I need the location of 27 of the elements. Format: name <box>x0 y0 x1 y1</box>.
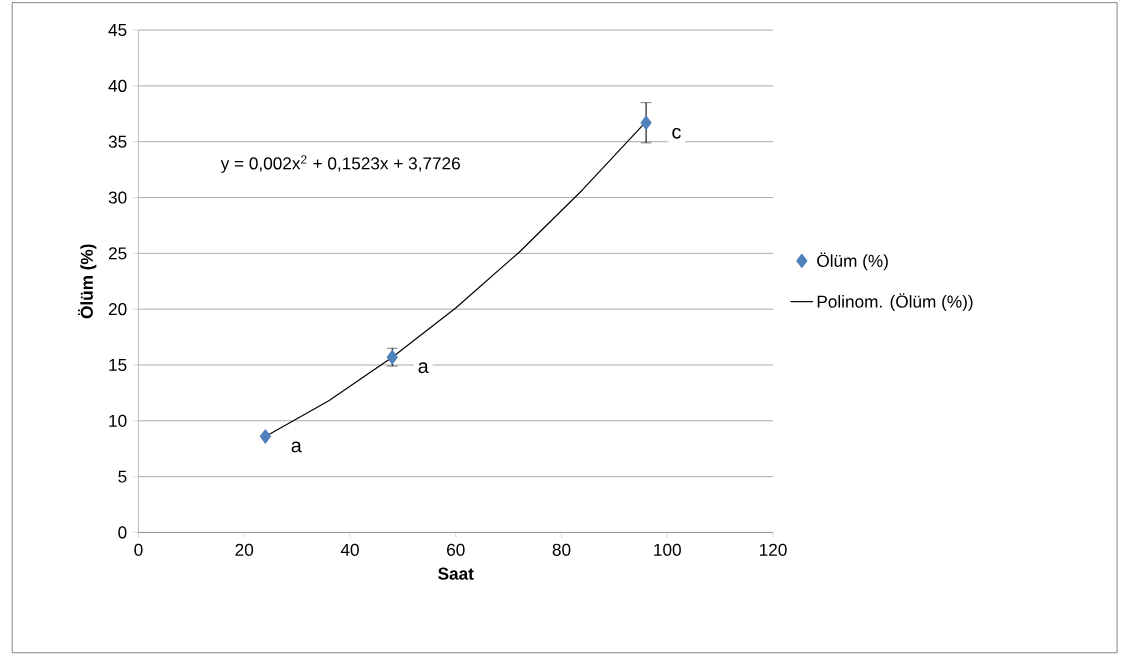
annotation: a <box>418 362 429 373</box>
x-axis-title: Saat <box>438 567 474 580</box>
x-tick-label: 120 <box>759 543 787 556</box>
annotation: y = 0,002x$^{2}$ + 0,1523x + 3,7726 <box>220 154 460 173</box>
x-tick-label: 80 <box>552 543 571 556</box>
y-tick-label: 5 <box>118 470 127 483</box>
y-tick-label: 35 <box>108 135 127 148</box>
point <box>259 429 271 444</box>
annotation: c <box>672 127 681 139</box>
y-tick-label: 40 <box>108 79 127 92</box>
y-tick-label: 20 <box>108 302 127 316</box>
x-tick-label: 100 <box>654 543 681 556</box>
y-tick-label: 10 <box>109 414 127 427</box>
point <box>640 115 652 130</box>
legend-label: Ölüm (%) <box>817 252 888 271</box>
y-tick-label: 30 <box>108 191 127 204</box>
y-tick-label: 25 <box>108 247 127 260</box>
y-tick-label: 0 <box>118 526 127 539</box>
x-tick-label: 0 <box>134 543 143 556</box>
x-tick-label: 40 <box>340 543 359 556</box>
x-tick-label: 20 <box>235 543 254 556</box>
y-tick-label: 45 <box>108 23 127 36</box>
y-tick-label: 15 <box>109 358 127 371</box>
x-tick-label: 60 <box>447 543 465 556</box>
annotation: a <box>291 441 302 453</box>
y-axis-title: Ölüm (%) <box>78 244 97 319</box>
legend-label: Polinom. (Ölüm (%)) <box>817 292 973 311</box>
